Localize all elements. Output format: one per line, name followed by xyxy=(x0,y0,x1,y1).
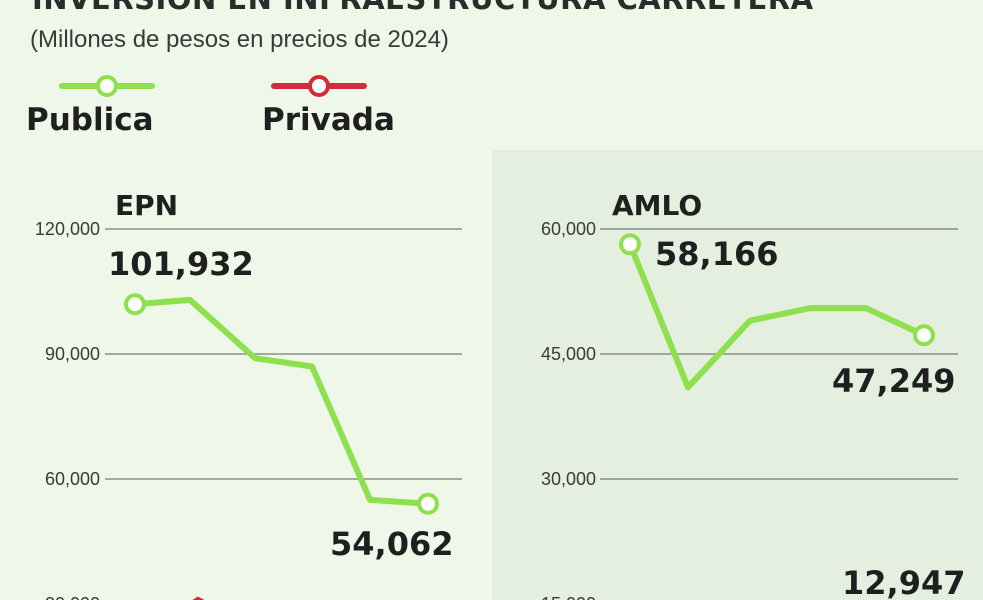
amlo-panel: 60,000 45,000 30,000 15,000 AMLO 58,166 47,249… xyxy=(541,189,966,600)
epn-data-label: 54,062 xyxy=(330,525,453,563)
epn-data-label: 101,932 xyxy=(108,245,254,283)
epn-series-line-publica xyxy=(132,296,431,507)
amlo-y-tick-label: 45,000 xyxy=(541,344,596,364)
epn-panel: 120,000 90,000 60,000 30,000 EPN 101,932 54,06… xyxy=(35,189,462,600)
chart-title: INVERSIÓN EN INFRAESTRUCTURA CARRETERA xyxy=(32,0,814,16)
amlo-series-line-publica xyxy=(627,241,927,391)
legend-publica-line-icon xyxy=(59,75,155,97)
epn-y-tick-label: 120,000 xyxy=(35,219,100,239)
amlo-data-point-marker xyxy=(619,233,641,256)
epn-data-point-marker xyxy=(124,293,146,316)
amlo-y-tick-label: 15,000 xyxy=(541,594,596,600)
epn-data-point-marker xyxy=(417,492,439,515)
epn-y-tick-label: 30,000 xyxy=(45,594,100,600)
amlo-data-label: 58,166 xyxy=(655,235,778,273)
legend-privada-line-icon xyxy=(271,75,367,97)
chart-subtitle: (Millones de pesos en precios de 2024) xyxy=(30,26,449,53)
amlo-panel-title: AMLO xyxy=(612,189,702,222)
epn-y-tick-label: 60,000 xyxy=(45,469,100,489)
amlo-data-label: 47,249 xyxy=(832,362,955,400)
epn-y-tick-label: 90,000 xyxy=(45,344,100,364)
legend-label-publica: Publica xyxy=(26,102,154,138)
amlo-data-label: 12,947 xyxy=(842,564,965,600)
amlo-y-tick-label: 60,000 xyxy=(541,219,596,239)
epn-panel-title: EPN xyxy=(115,189,178,222)
legend-label-privada: Privada xyxy=(262,102,395,138)
amlo-y-tick-label: 30,000 xyxy=(541,469,596,489)
amlo-data-point-marker xyxy=(913,324,935,347)
amlo-panel-background xyxy=(492,150,983,600)
